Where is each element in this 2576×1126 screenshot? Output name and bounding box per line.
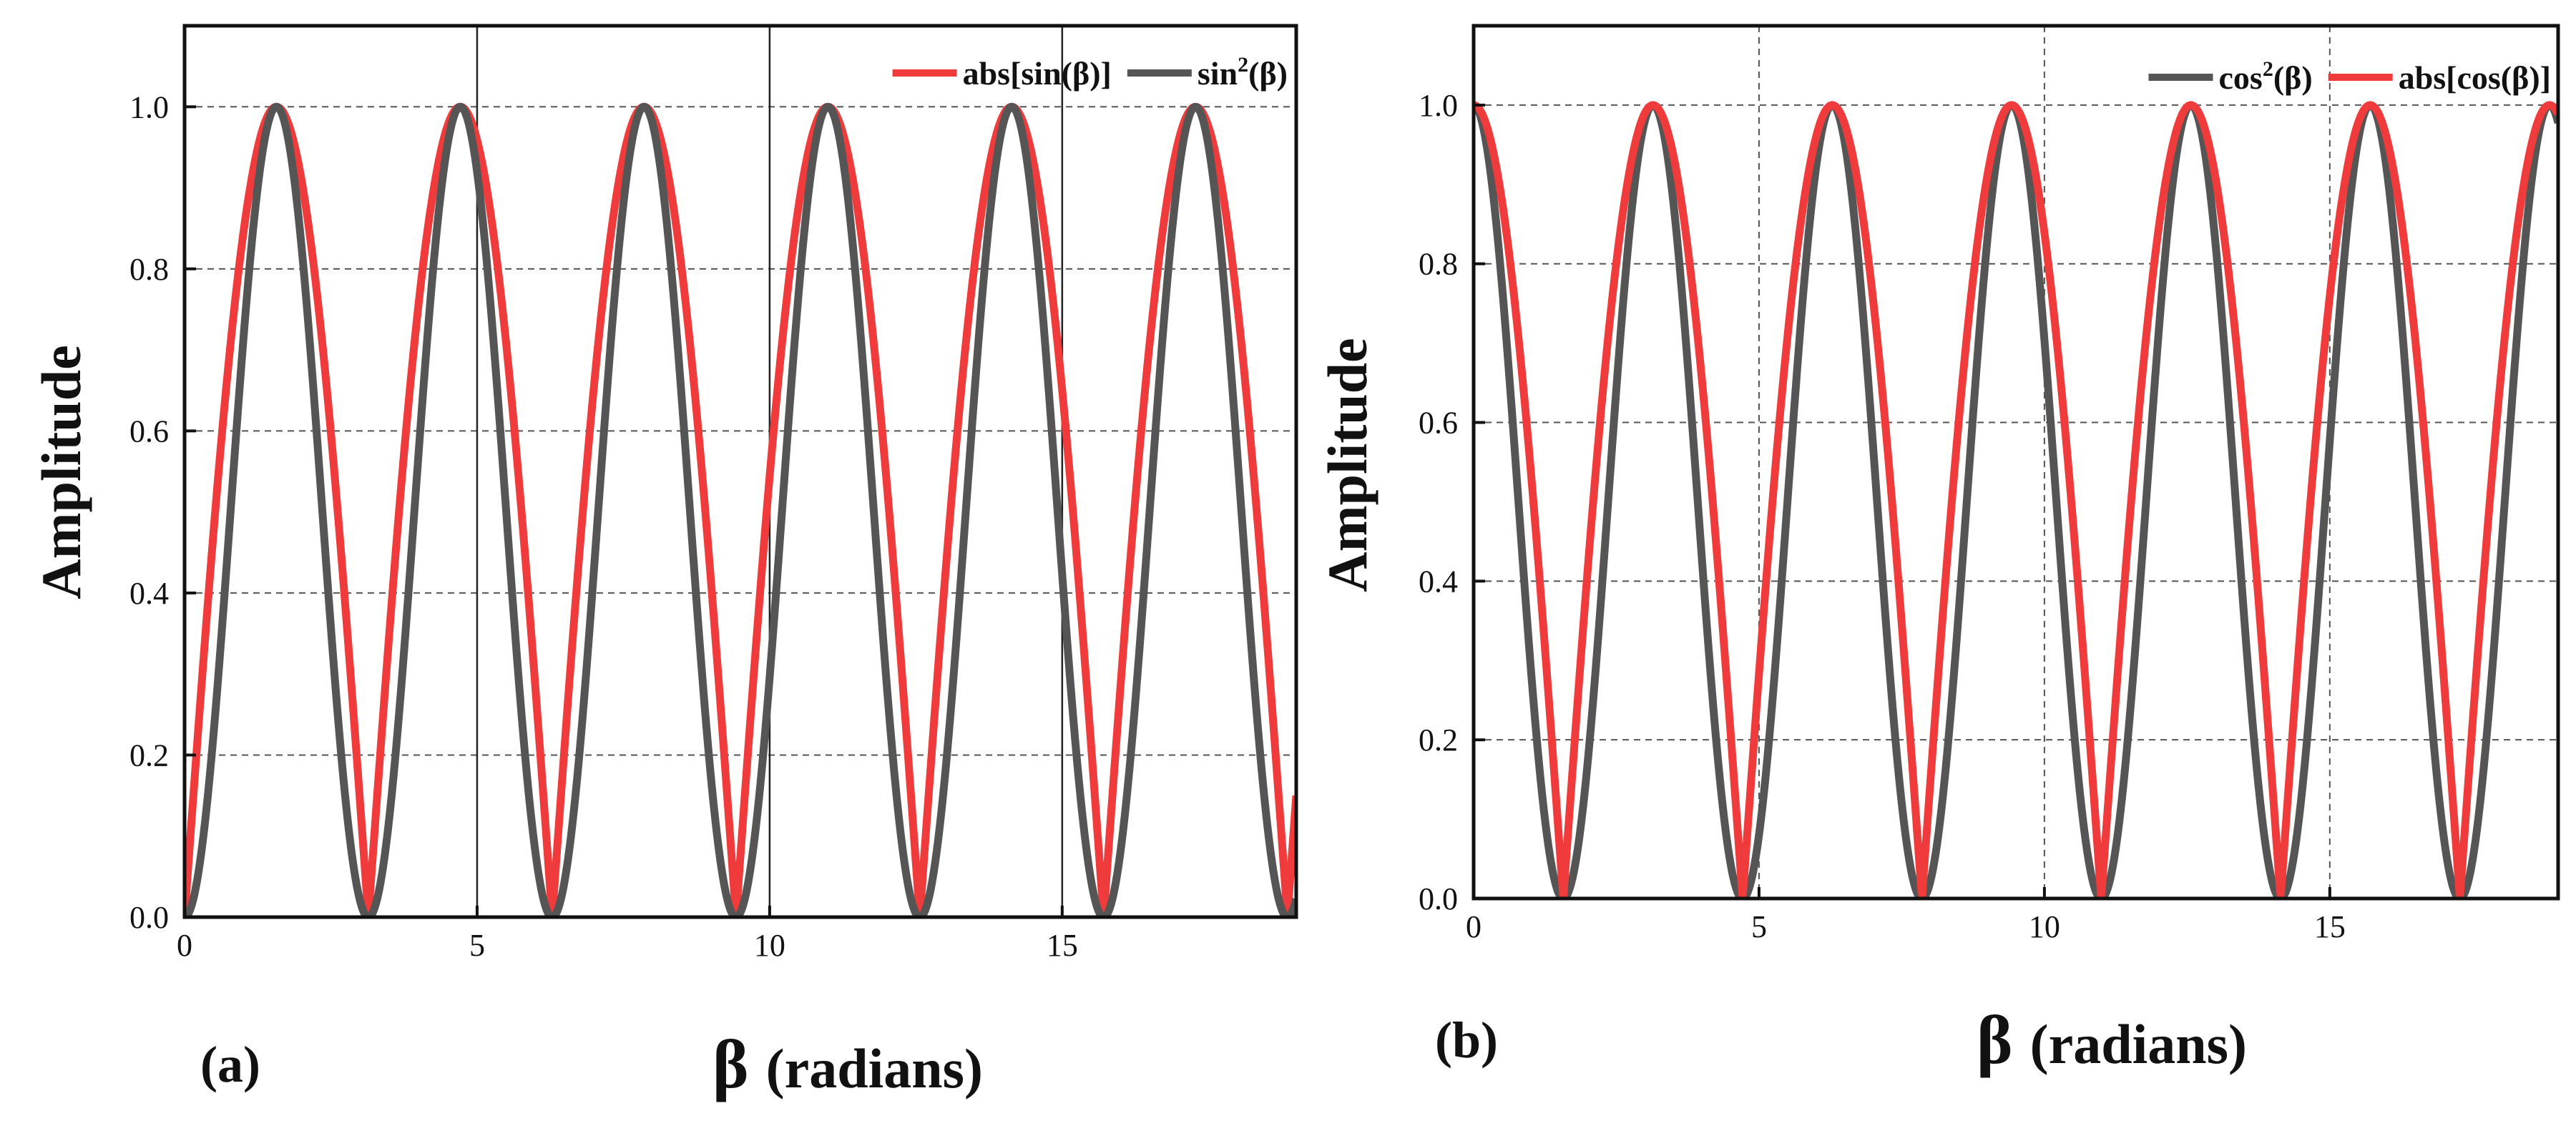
- legend-label-base: cos: [2218, 59, 2262, 96]
- x-axis-label: β (radians): [712, 1026, 983, 1102]
- y-tick-label: 0.8: [1419, 247, 1458, 282]
- y-tick-label: 0.4: [1419, 564, 1458, 599]
- legend-label-tail: (β): [2273, 59, 2313, 96]
- y-axis-label: Amplitude: [30, 345, 92, 599]
- legend-label-tail: (β): [1248, 55, 1288, 92]
- x-axis-symbol: β: [1977, 1002, 2030, 1078]
- series-line-1: [1474, 101, 2558, 899]
- x-tick-label: 0: [177, 928, 192, 963]
- x-axis-symbol: β: [712, 1026, 766, 1102]
- plot-frame: [182, 24, 1298, 919]
- series-line-0: [185, 102, 1296, 917]
- x-axis-label: β (radians): [1977, 1002, 2247, 1078]
- y-tick-label: 0.0: [1419, 881, 1458, 916]
- chart-panel-a: 0 5 10 15 0.0 0.2 0.4 0.6 0.8 1.0 Amplitude β (radi…: [30, 24, 1298, 1102]
- y-tick-label: 0.6: [1419, 406, 1458, 441]
- y-tick-label: 0.4: [129, 576, 169, 611]
- panel-label: (b): [1435, 1012, 1498, 1069]
- legend-label-0: abs[sin(β)]: [963, 55, 1112, 92]
- chart-panel-b: 0 5 10 15 0.0 0.2 0.4 0.6 0.8 1.0 Amplitude β (radi…: [1316, 24, 2560, 1078]
- legend-label-sup: 2: [2263, 57, 2273, 81]
- y-tick-label: 0.2: [1419, 723, 1458, 758]
- y-tick-label: 0.0: [129, 900, 169, 935]
- x-axis-unit: (radians): [766, 1037, 983, 1100]
- x-axis-unit: (radians): [2030, 1013, 2247, 1075]
- legend-label-1: sin2(β): [1198, 53, 1288, 92]
- series-line-0: [1474, 101, 2558, 899]
- legend-label-base: abs[sin(β)]: [963, 55, 1112, 92]
- y-tick-label: 0.2: [129, 738, 169, 773]
- y-tick-label: 1.0: [129, 89, 169, 124]
- legend: cos2(β) abs[cos(β)]: [2148, 57, 2551, 96]
- legend-label-1: abs[cos(β)]: [2399, 59, 2551, 96]
- x-tick-label: 15: [2314, 909, 2346, 944]
- plot-frame: [1471, 24, 2560, 901]
- legend-label-0: cos2(β): [2218, 57, 2312, 96]
- x-tick-label: 15: [1047, 928, 1078, 963]
- y-tick-label: 1.0: [1419, 88, 1458, 123]
- y-axis-label: Amplitude: [1316, 338, 1378, 592]
- x-tick-label: 10: [754, 928, 785, 963]
- y-tick-label: 0.6: [129, 413, 169, 449]
- x-tick-label: 0: [1466, 909, 1482, 944]
- x-tick-label: 10: [2029, 909, 2060, 944]
- legend-label-base: sin: [1198, 55, 1238, 92]
- series-line-1: [185, 102, 1296, 917]
- x-tick-label: 5: [1751, 909, 1767, 944]
- legend-label-sup: 2: [1238, 53, 1248, 77]
- legend-label-base: abs[cos(β)]: [2399, 59, 2551, 96]
- x-tick-label: 5: [469, 928, 485, 963]
- y-tick-label: 0.8: [129, 252, 169, 287]
- panel-label: (a): [200, 1036, 260, 1093]
- legend: abs[sin(β)] sin2(β): [892, 53, 1288, 92]
